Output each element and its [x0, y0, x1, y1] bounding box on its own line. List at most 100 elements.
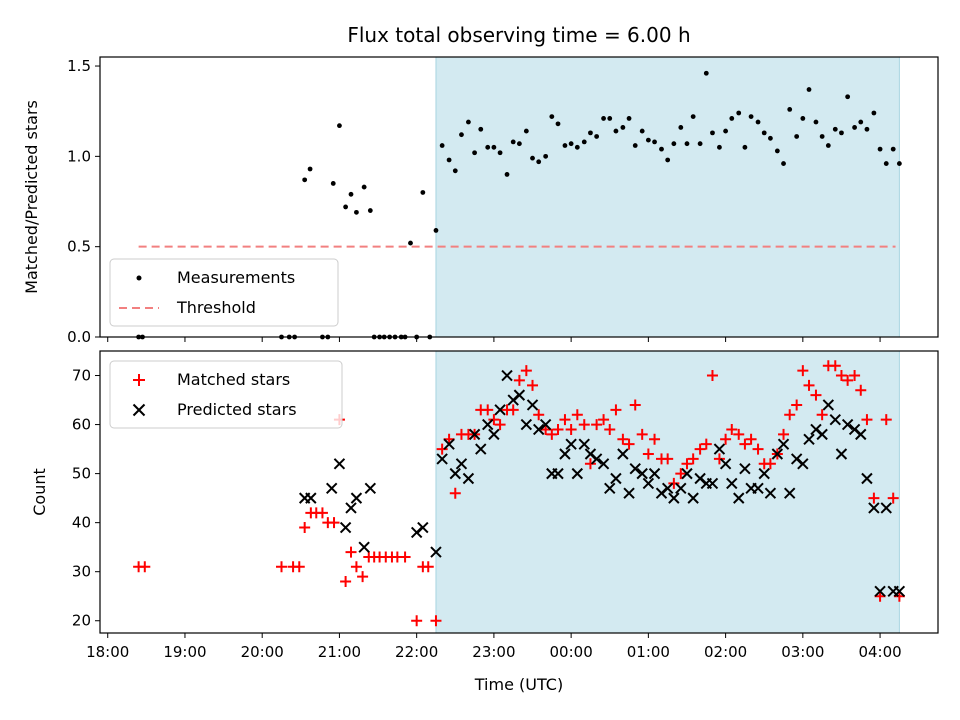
predicted-star-point: [642, 477, 655, 490]
matched-star-point: [276, 561, 288, 573]
predicted-star-point: [539, 418, 552, 431]
measurement-point: [671, 141, 677, 147]
matched-star-point: [507, 404, 519, 416]
measurement-point: [748, 114, 754, 120]
predicted-star-point: [733, 492, 745, 504]
predicted-star-point: [668, 492, 680, 504]
matched-star-point: [687, 453, 699, 465]
predicted-legend-marker: [132, 403, 146, 417]
matched-star-point: [887, 492, 899, 504]
measurement-point: [302, 177, 308, 183]
measurement-point: [354, 209, 359, 215]
count-legend: Matched stars Predicted stars: [109, 360, 343, 429]
matched-star-point: [527, 379, 539, 391]
measurement-point: [697, 141, 703, 147]
measurement-point: [626, 116, 632, 121]
measurement-point: [877, 146, 883, 152]
predicted-star-point: [559, 448, 571, 460]
measurement-point: [736, 110, 742, 116]
predicted-star-point: [648, 467, 661, 480]
matched-star-point: [649, 433, 661, 445]
matched-star-point: [797, 365, 809, 377]
measurement-point: [504, 172, 510, 177]
threshold-legend-label: Threshold: [176, 298, 256, 317]
measurement-point: [408, 240, 413, 246]
x-tick-label: 01:00: [627, 643, 670, 661]
predicted-star-point: [597, 458, 610, 470]
predicted-star-point: [364, 482, 377, 495]
matched-star-point: [835, 370, 847, 382]
predicted-star-point: [629, 462, 641, 475]
predicted-star-point: [482, 418, 494, 431]
measurement-point: [723, 128, 729, 134]
predicted-star-point: [861, 472, 873, 485]
measurement-point: [452, 168, 458, 174]
matched-star-point: [494, 419, 506, 431]
count-legend-box: [109, 360, 343, 429]
x-tick-label: 19:00: [163, 643, 206, 661]
matched-star-point: [422, 561, 434, 573]
measurement-point: [639, 128, 645, 134]
y-tick-label: 20: [72, 612, 91, 630]
y-tick-label-top: 1.5: [67, 57, 91, 75]
matched-star-point: [752, 443, 764, 455]
matched-star-point: [880, 414, 892, 426]
measurement-legend-marker: [136, 275, 142, 281]
y-tick-label-top: 0.0: [67, 328, 91, 346]
matched-star-point: [591, 419, 603, 431]
measurement-point: [852, 125, 857, 130]
matched-star-point: [610, 404, 622, 416]
predicted-star-point: [526, 399, 539, 411]
predicted-star-point: [675, 482, 687, 495]
measurement-point: [813, 119, 819, 125]
measurement-point: [684, 141, 690, 147]
matched-star-point: [546, 428, 558, 440]
matched-star-point: [299, 522, 311, 534]
predicted-star-point: [758, 467, 770, 480]
predicted-star-point: [350, 492, 363, 504]
x-tick-label: 23:00: [472, 643, 515, 661]
predicted-star-point: [443, 438, 455, 450]
matched-star-point: [810, 389, 822, 401]
ratio-panel: 0.0 0.5 1.0 1.5 Matched/Predicted stars Mea…: [22, 56, 939, 346]
matched-star-point: [617, 433, 629, 445]
count-axis-ticks: 18:00 19:00 20:00 21:00 22:00 23:00 00:00 01:00…: [72, 367, 902, 661]
matched-star-point: [778, 428, 790, 440]
x-tick-label: 20:00: [241, 643, 284, 661]
measurement-point: [755, 119, 761, 125]
measurement-point: [343, 204, 349, 210]
matched-star-point: [584, 458, 596, 470]
y-tick-label: 40: [72, 514, 91, 532]
x-tick-label: 03:00: [781, 643, 824, 661]
measurement-point: [839, 130, 844, 136]
measurement-point: [574, 144, 580, 150]
measurement-point: [883, 161, 889, 166]
ratio-axis-ticks: 0.0 0.5 1.0 1.5: [67, 57, 881, 346]
matched-star-point: [791, 399, 803, 411]
matched-star-point: [694, 443, 706, 455]
predicted-star-point: [436, 453, 448, 465]
measurement-point: [864, 126, 870, 132]
matched-star-point: [720, 433, 732, 445]
predicted-star-point: [455, 458, 468, 470]
matched-star-point: [571, 409, 583, 421]
matched-star-point: [293, 561, 305, 573]
measurement-point: [613, 128, 619, 134]
predicted-star-point: [552, 467, 564, 480]
measurement-point: [729, 116, 735, 121]
measurement-points: [136, 70, 902, 340]
measurement-point: [768, 135, 773, 141]
predicted-star-point: [797, 458, 809, 470]
matched-star-point: [706, 370, 718, 382]
matched-star-point: [399, 551, 411, 563]
matched-star-point: [675, 468, 687, 480]
measurement-point: [337, 123, 342, 129]
predicted-star-point: [874, 585, 886, 598]
measurement-point: [800, 116, 806, 121]
matched-star-point: [642, 448, 654, 460]
y-tick-label: 30: [72, 563, 91, 581]
predicted-star-point: [636, 467, 648, 480]
measurement-legend-label: Measurements: [177, 268, 295, 287]
matched-star-point: [449, 487, 461, 499]
ratio-legend-box: [109, 258, 339, 327]
